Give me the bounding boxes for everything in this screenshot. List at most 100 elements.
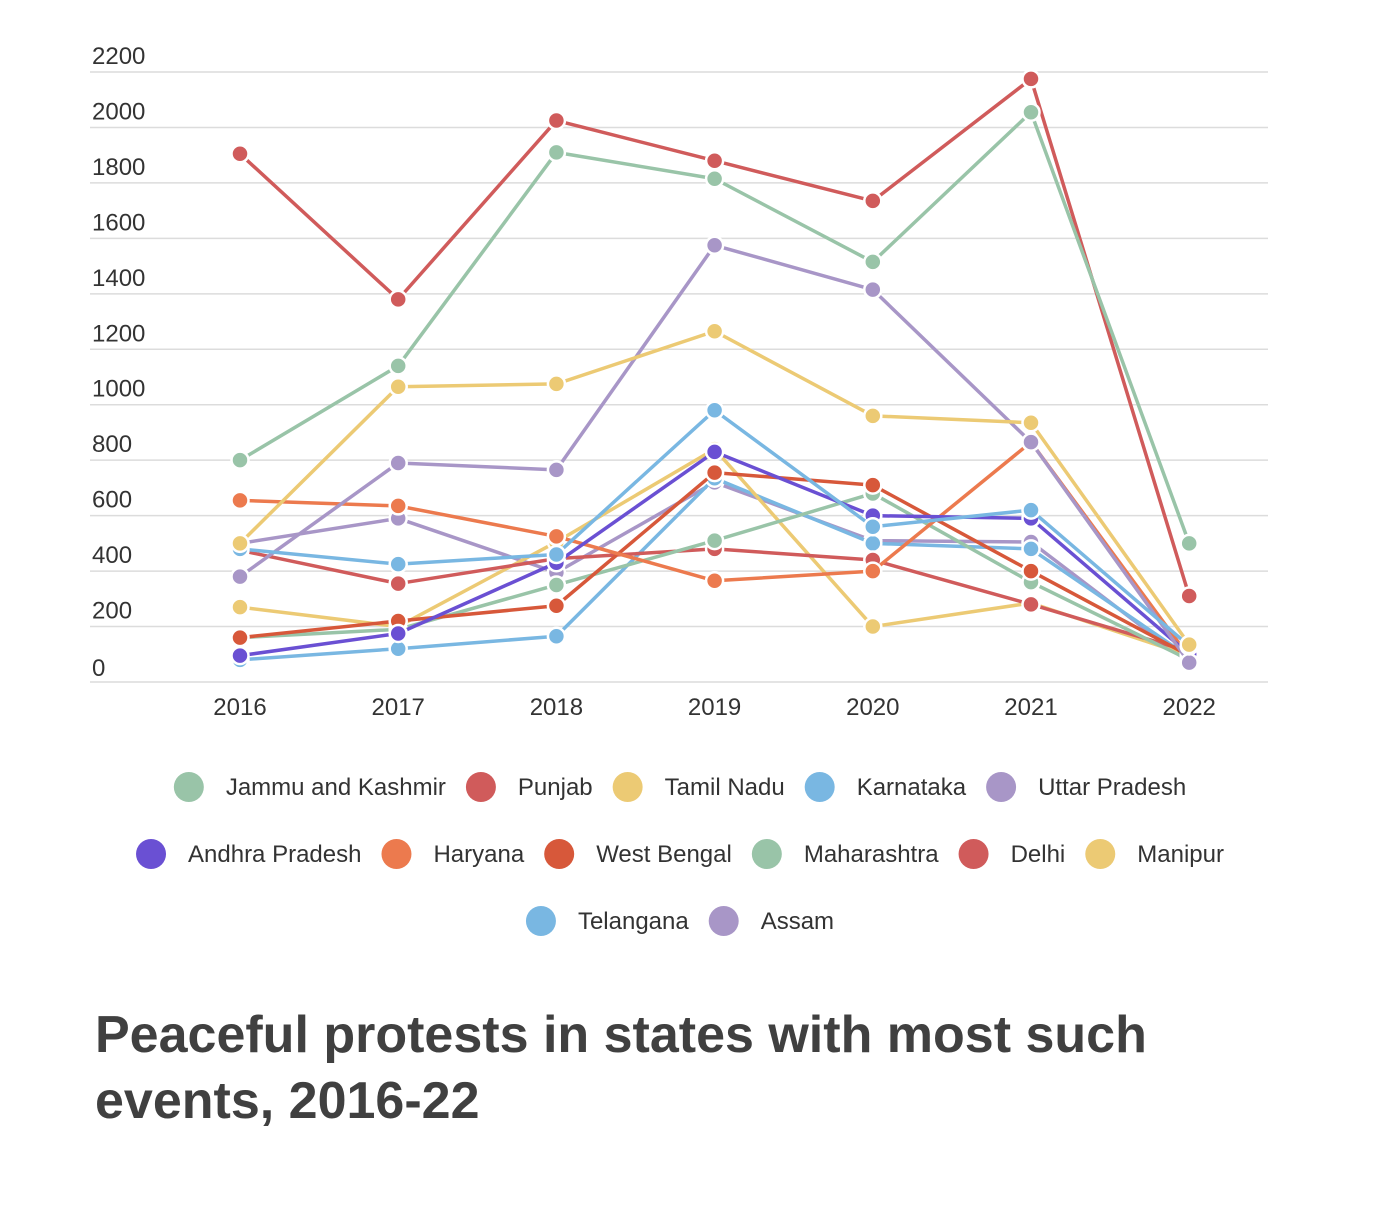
y-tick-label: 1200 bbox=[92, 320, 145, 347]
legend-item[interactable]: Manipur bbox=[1085, 839, 1224, 869]
data-point[interactable] bbox=[863, 406, 883, 426]
data-point[interactable] bbox=[388, 496, 408, 516]
legend-item[interactable]: Tamil Nadu bbox=[612, 772, 785, 802]
data-point[interactable] bbox=[388, 554, 408, 574]
data-point[interactable] bbox=[1021, 102, 1041, 122]
data-point[interactable] bbox=[388, 376, 408, 397]
data-point[interactable] bbox=[704, 150, 725, 171]
legend-item[interactable]: Andhra Pradesh bbox=[136, 839, 361, 869]
series-lines bbox=[230, 69, 1199, 673]
legend-marker bbox=[1085, 839, 1116, 869]
data-point[interactable] bbox=[546, 626, 567, 646]
y-tick-label: 1400 bbox=[92, 265, 145, 292]
data-point[interactable] bbox=[863, 475, 883, 495]
data-point[interactable] bbox=[863, 516, 883, 537]
legend-marker bbox=[804, 772, 835, 802]
data-point[interactable] bbox=[863, 533, 883, 554]
data-point[interactable] bbox=[1021, 432, 1041, 452]
data-point[interactable] bbox=[863, 252, 883, 272]
data-point[interactable] bbox=[1179, 586, 1199, 606]
data-point[interactable] bbox=[230, 627, 250, 648]
data-point[interactable] bbox=[230, 566, 250, 587]
legend-marker bbox=[381, 839, 412, 869]
series-punjab bbox=[230, 69, 1199, 606]
legend: Jammu and Kashmir Punjab Tamil Nadu Karnata… bbox=[136, 772, 1224, 936]
data-point[interactable] bbox=[1179, 634, 1199, 655]
data-point[interactable] bbox=[704, 169, 725, 189]
data-point[interactable] bbox=[1179, 652, 1199, 673]
y-tick-label: 1600 bbox=[92, 209, 145, 236]
data-point[interactable] bbox=[546, 596, 567, 616]
data-point[interactable] bbox=[388, 573, 408, 594]
data-point[interactable] bbox=[704, 571, 725, 591]
legend-label: Maharashtra bbox=[804, 841, 939, 868]
series-uttar-pradesh bbox=[230, 235, 1199, 673]
data-point[interactable] bbox=[230, 450, 250, 470]
data-point[interactable] bbox=[1021, 594, 1041, 615]
data-point[interactable] bbox=[546, 544, 567, 565]
legend-item[interactable]: West Bengal bbox=[544, 839, 732, 869]
data-point[interactable] bbox=[230, 490, 250, 511]
legend-item[interactable]: Maharashtra bbox=[751, 839, 939, 869]
legend-item[interactable]: Assam bbox=[708, 906, 834, 936]
legend-label: Assam bbox=[761, 908, 834, 935]
legend-item[interactable]: Karnataka bbox=[804, 772, 967, 802]
data-point[interactable] bbox=[546, 575, 567, 595]
series-telangana bbox=[230, 468, 1199, 670]
legend-label: Jammu and Kashmir bbox=[226, 774, 446, 801]
data-point[interactable] bbox=[546, 142, 567, 163]
x-tick-label: 2016 bbox=[213, 694, 266, 721]
data-point[interactable] bbox=[388, 623, 408, 644]
data-point[interactable] bbox=[704, 400, 725, 421]
x-axis-tick-labels: 2016 2017 2018 2019 2020 2021 2022 bbox=[213, 694, 1216, 721]
x-tick-label: 2020 bbox=[846, 694, 899, 721]
legend-marker bbox=[986, 772, 1017, 802]
data-point[interactable] bbox=[388, 453, 408, 473]
data-point[interactable] bbox=[863, 561, 883, 581]
data-point[interactable] bbox=[230, 645, 250, 666]
legend-item[interactable]: Jammu and Kashmir bbox=[173, 772, 446, 802]
legend-item[interactable]: Uttar Pradesh bbox=[986, 772, 1186, 802]
legend-item[interactable]: Punjab bbox=[465, 772, 593, 802]
legend-label: Telangana bbox=[578, 908, 689, 935]
legend-label: Haryana bbox=[433, 841, 524, 868]
data-point[interactable] bbox=[230, 597, 250, 617]
data-point[interactable] bbox=[1021, 500, 1041, 520]
data-point[interactable] bbox=[230, 533, 250, 554]
legend-item[interactable]: Haryana bbox=[381, 839, 525, 869]
legend-marker bbox=[958, 839, 989, 869]
data-point[interactable] bbox=[546, 374, 567, 394]
y-tick-label: 0 bbox=[92, 655, 105, 682]
data-point[interactable] bbox=[863, 191, 883, 211]
data-point[interactable] bbox=[388, 289, 408, 310]
data-point[interactable] bbox=[230, 144, 250, 164]
data-point[interactable] bbox=[863, 616, 883, 637]
legend-label: Delhi bbox=[1011, 841, 1066, 868]
series-tamil-nadu bbox=[230, 321, 1199, 655]
y-tick-label: 1000 bbox=[92, 376, 145, 403]
y-tick-label: 1800 bbox=[92, 154, 145, 181]
data-point[interactable] bbox=[704, 235, 725, 256]
legend-marker bbox=[173, 772, 204, 802]
data-point[interactable] bbox=[546, 526, 567, 547]
legend-item[interactable]: Delhi bbox=[958, 839, 1066, 869]
x-tick-label: 2018 bbox=[530, 694, 583, 721]
data-point[interactable] bbox=[388, 356, 408, 376]
data-point[interactable] bbox=[704, 462, 725, 483]
data-point[interactable] bbox=[1021, 561, 1041, 581]
data-point[interactable] bbox=[1179, 533, 1199, 554]
legend-item[interactable]: Telangana bbox=[525, 906, 689, 936]
data-point[interactable] bbox=[863, 279, 883, 300]
data-point[interactable] bbox=[704, 442, 725, 462]
legend-label: Manipur bbox=[1137, 841, 1224, 868]
legend-marker bbox=[525, 906, 556, 936]
data-point[interactable] bbox=[546, 110, 567, 131]
y-tick-label: 600 bbox=[92, 487, 132, 514]
data-point[interactable] bbox=[1021, 413, 1041, 433]
legend-marker bbox=[708, 906, 739, 936]
data-point[interactable] bbox=[704, 530, 725, 551]
data-point[interactable] bbox=[704, 321, 725, 341]
data-point[interactable] bbox=[1021, 539, 1041, 559]
data-point[interactable] bbox=[546, 460, 567, 480]
data-point[interactable] bbox=[1021, 69, 1041, 89]
